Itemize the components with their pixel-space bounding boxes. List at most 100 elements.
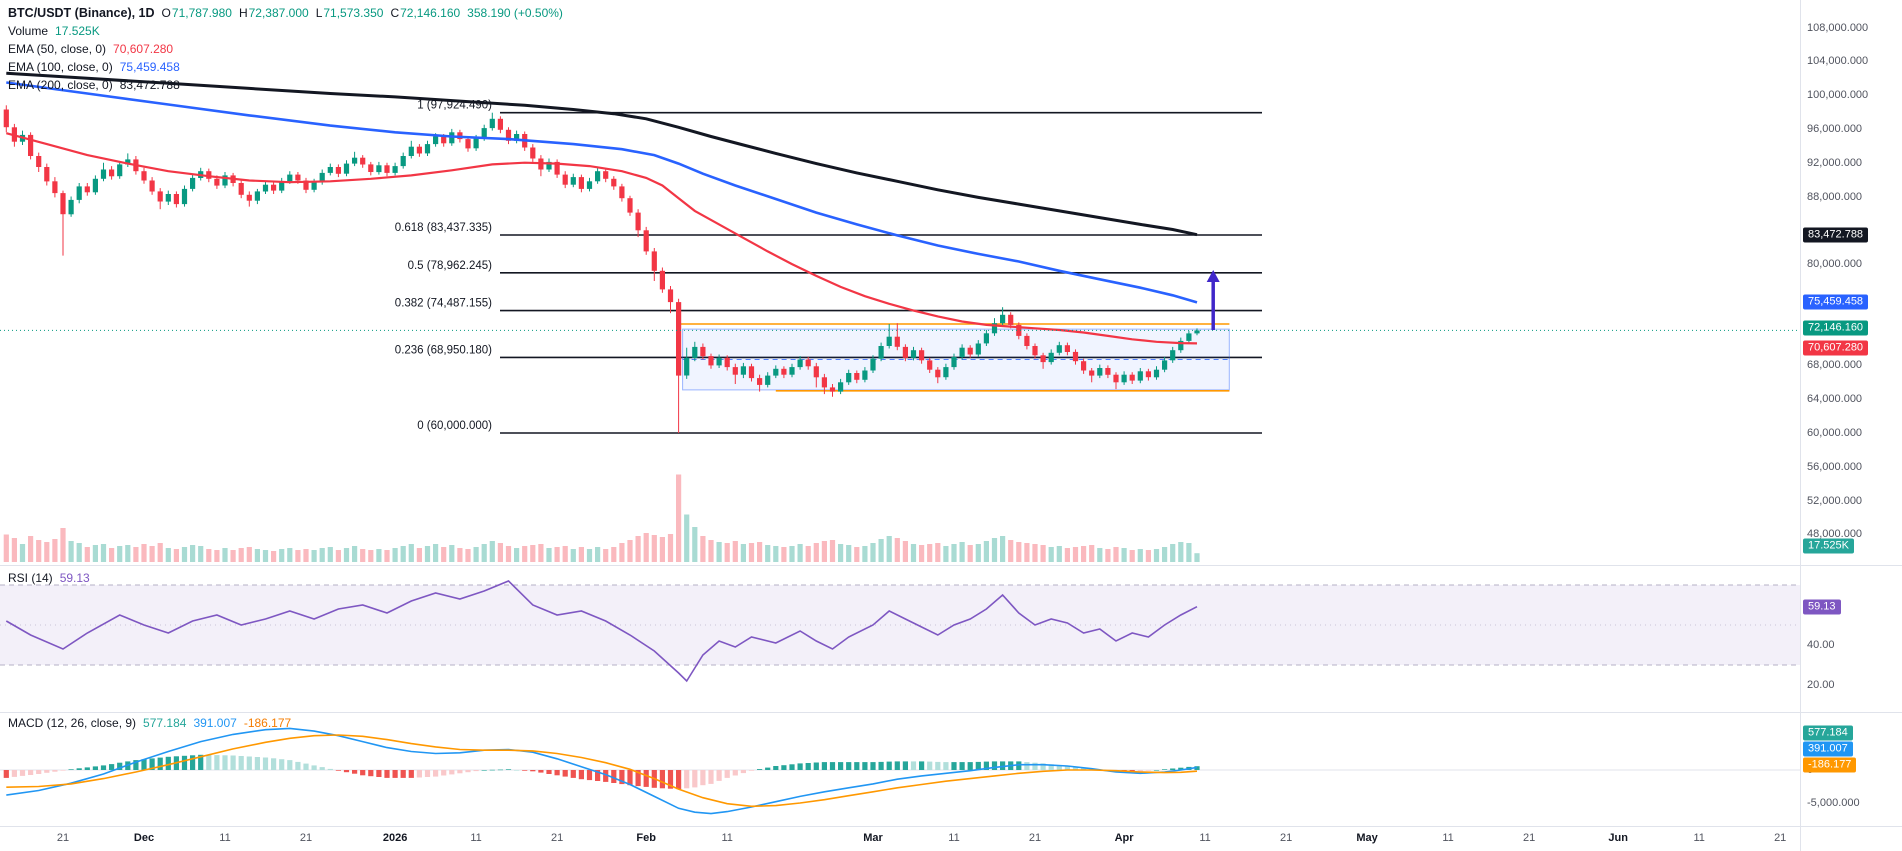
- macd-signal-line[interactable]: [6, 734, 1198, 808]
- candle-body: [829, 387, 836, 392]
- macd-histogram-bar: [959, 762, 965, 770]
- macd-histogram-bar: [700, 770, 706, 786]
- candle-body: [748, 366, 755, 379]
- time-tick-label: Jun: [1608, 832, 1628, 844]
- candle-body: [141, 171, 147, 181]
- candle-body: [789, 367, 795, 375]
- candle-body: [173, 194, 179, 205]
- price-tick-label: 48,000.000: [1807, 528, 1863, 541]
- macd-histogram-bar: [538, 770, 544, 773]
- volume-bar: [254, 549, 260, 562]
- volume-bar: [829, 540, 836, 562]
- macd-histogram-bar: [198, 754, 204, 770]
- time-tick-label: Dec: [133, 832, 155, 844]
- macd-histogram-bar: [619, 770, 625, 785]
- volume-bar: [870, 543, 876, 562]
- candle-body: [416, 146, 422, 154]
- macd-histogram-bar: [635, 770, 641, 787]
- macd-histogram-bar: [327, 768, 333, 770]
- macd-histogram-bar: [627, 770, 633, 786]
- time-tick-label: May: [1356, 832, 1378, 844]
- volume-bar: [975, 544, 981, 562]
- macd-histogram-bar: [295, 761, 301, 770]
- volume-bar: [473, 547, 479, 562]
- macd-histogram-bar: [967, 762, 973, 770]
- legend-ema50-row[interactable]: EMA (50, close, 0) 70,607.280: [8, 40, 563, 58]
- chart-plot-area[interactable]: 1 (97,924.490) 0.618 (83,437.335) 0.5 (78,…: [0, 0, 1800, 826]
- candle-body: [959, 347, 965, 357]
- volume-bar: [1016, 542, 1022, 562]
- macd-histogram-bar: [360, 770, 366, 776]
- candle-body: [360, 157, 366, 165]
- volume-bar: [862, 546, 868, 562]
- time-axis[interactable]: 21 Dec 11 21 2026 11 21 Feb 11 Mar 11 21 Apr 11 21 May 1…: [0, 826, 1902, 851]
- candle-body: [732, 367, 738, 375]
- volume-bar: [748, 543, 755, 562]
- legend-ema100-row[interactable]: EMA (100, close, 0) 75,459.458: [8, 58, 563, 76]
- ema200-value: 83,472.788: [119, 78, 180, 92]
- candle-body: [1089, 370, 1095, 376]
- candle-body: [975, 343, 981, 355]
- macd-label: MACD (12, 26, close, 9): [8, 716, 137, 730]
- macd-legend[interactable]: MACD (12, 26, close, 9) 577.184 391.007 …: [8, 714, 291, 732]
- legend-volume-row[interactable]: Volume 17.525K: [8, 22, 563, 40]
- volume-bar: [287, 548, 293, 562]
- rsi-legend[interactable]: RSI (14) 59.13: [8, 569, 90, 587]
- macd-line[interactable]: [6, 727, 1198, 815]
- volume-bar: [546, 548, 552, 562]
- pane-divider-main-rsi[interactable]: [0, 565, 1902, 566]
- candle-body: [530, 147, 536, 159]
- volume-bar: [433, 544, 439, 562]
- macd-histogram-bar: [133, 760, 139, 770]
- candle-body: [570, 177, 576, 185]
- price-axis[interactable]: 108,000.000 104,000.000 100,000.000 96,000.…: [1800, 0, 1902, 826]
- time-tick-label: Feb: [636, 832, 656, 844]
- macd-histogram-bar: [109, 764, 115, 770]
- volume-bar: [157, 543, 163, 562]
- macd-histogram-bar: [667, 770, 674, 789]
- macd-histogram-bar: [352, 770, 358, 774]
- macd-histogram-bar: [910, 761, 917, 770]
- candle-body: [376, 165, 382, 173]
- candle-body: [586, 181, 593, 189]
- candle-body: [44, 167, 50, 182]
- rsi-tick-label: 40.00: [1807, 639, 1835, 651]
- macd-histogram-bar: [562, 770, 568, 777]
- volume-bar: [797, 544, 803, 562]
- macd-histogram-bar: [68, 769, 74, 770]
- ema100-line[interactable]: [6, 81, 1198, 304]
- symbol-legend: BTC/USDT (Binance), 1D O71,787.980 H72,3…: [8, 4, 563, 94]
- chart-canvas[interactable]: 1 (97,924.490)0.618 (83,437.335)0.5 (78,…: [0, 0, 1800, 826]
- candle-body: [659, 270, 665, 290]
- candle-body: [619, 186, 625, 199]
- candle-body: [910, 350, 917, 358]
- candle-body: [254, 191, 260, 201]
- rsi-line[interactable]: [5, 580, 1198, 683]
- volume-bar: [408, 544, 414, 562]
- macd-histogram-bar: [546, 770, 552, 774]
- ema200-line[interactable]: [6, 71, 1198, 237]
- candle-body: [676, 302, 682, 376]
- legend-ema200-row[interactable]: EMA (200, close, 0) 83,472.788: [8, 76, 563, 94]
- volume-bar: [927, 544, 933, 562]
- candle-body: [854, 373, 860, 380]
- macd-histogram-bar: [530, 770, 536, 772]
- volume-bar: [149, 546, 155, 562]
- symbol-title[interactable]: BTC/USDT (Binance), 1D: [8, 6, 155, 20]
- ohlc-open: O71,787.980: [161, 6, 232, 20]
- ema50-line[interactable]: [6, 132, 1198, 345]
- time-tick-label: 11: [721, 832, 733, 844]
- volume-bar: [1048, 547, 1054, 562]
- volume-bar: [651, 535, 657, 562]
- pane-divider-rsi-macd[interactable]: [0, 712, 1902, 713]
- macd-histogram-bar: [303, 763, 309, 770]
- volume-bar: [311, 550, 317, 562]
- legend-symbol-row[interactable]: BTC/USDT (Binance), 1D O71,787.980 H72,3…: [8, 4, 563, 22]
- candle-body: [28, 134, 34, 156]
- candle-body: [927, 360, 933, 370]
- fib-level-label: 0 (60,000.000): [417, 420, 492, 432]
- macd-histogram-bar: [838, 762, 844, 770]
- macd-histogram-bar: [1178, 767, 1184, 770]
- volume-value-badge: 17.525K: [1803, 538, 1854, 554]
- volume-bar: [627, 540, 633, 562]
